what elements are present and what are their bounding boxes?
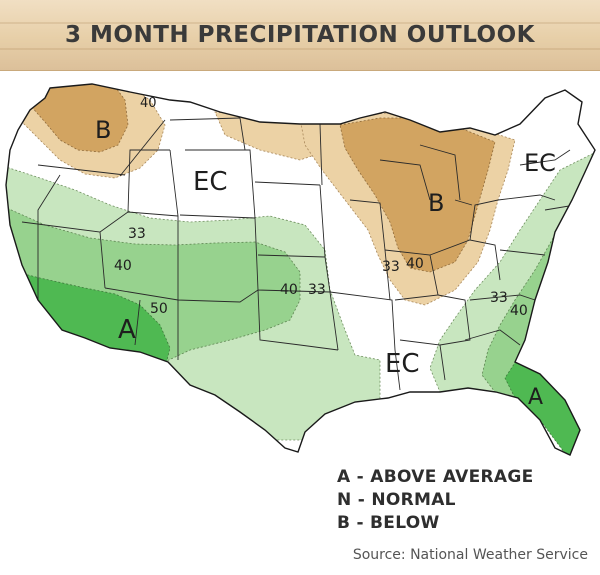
contour-40-west: 40: [114, 258, 132, 274]
contour-40-plains: 40: [280, 282, 298, 298]
source-credit: Source: National Weather Service: [352, 547, 588, 563]
zone-labels: B EC B EC A EC A: [95, 116, 556, 410]
below-zone-nw-dark: [29, 84, 129, 153]
state-lines: [21, 117, 576, 391]
contour-40-northwest: 40: [140, 96, 157, 111]
legend-normal: N - NORMAL: [337, 490, 456, 510]
legend-below: B - BELOW: [337, 513, 440, 533]
title-banner: 3 MONTH PRECIPITATION OUTLOOK: [0, 0, 600, 71]
contour-labels: 40 33 40 50 40 33 33 40 33 40: [114, 96, 528, 319]
contour-33-greatlakes: 33: [382, 259, 400, 275]
zone-label-ec-northeast: EC: [524, 149, 556, 177]
zone-label-a-florida: A: [528, 385, 543, 410]
contour-33-west: 33: [128, 226, 146, 242]
contour-33-plains: 33: [308, 282, 326, 298]
legend-above: A - ABOVE AVERAGE: [337, 467, 534, 487]
contour-50-southwest: 50: [150, 301, 168, 317]
map-legend: A - ABOVE AVERAGE N - NORMAL B - BELOW: [337, 466, 587, 535]
zone-label-ec-south: EC: [385, 349, 420, 379]
contour-33-southeast: 33: [490, 290, 508, 306]
contour-40-greatlakes: 40: [406, 256, 424, 272]
zone-label-a-southwest: A: [118, 315, 136, 345]
zone-label-b-greatlakes: B: [428, 189, 444, 217]
zone-label-b-northwest: B: [95, 116, 111, 144]
contour-40-southeast: 40: [510, 303, 528, 319]
page-title: 3 MONTH PRECIPITATION OUTLOOK: [65, 22, 535, 48]
us-map-svg: B EC B EC A EC A 40 33 40 50 40 33 33 40…: [5, 83, 596, 456]
zone-label-ec-plains: EC: [193, 167, 228, 197]
precipitation-map: B EC B EC A EC A 40 33 40 50 40 33 33 40…: [0, 72, 600, 502]
